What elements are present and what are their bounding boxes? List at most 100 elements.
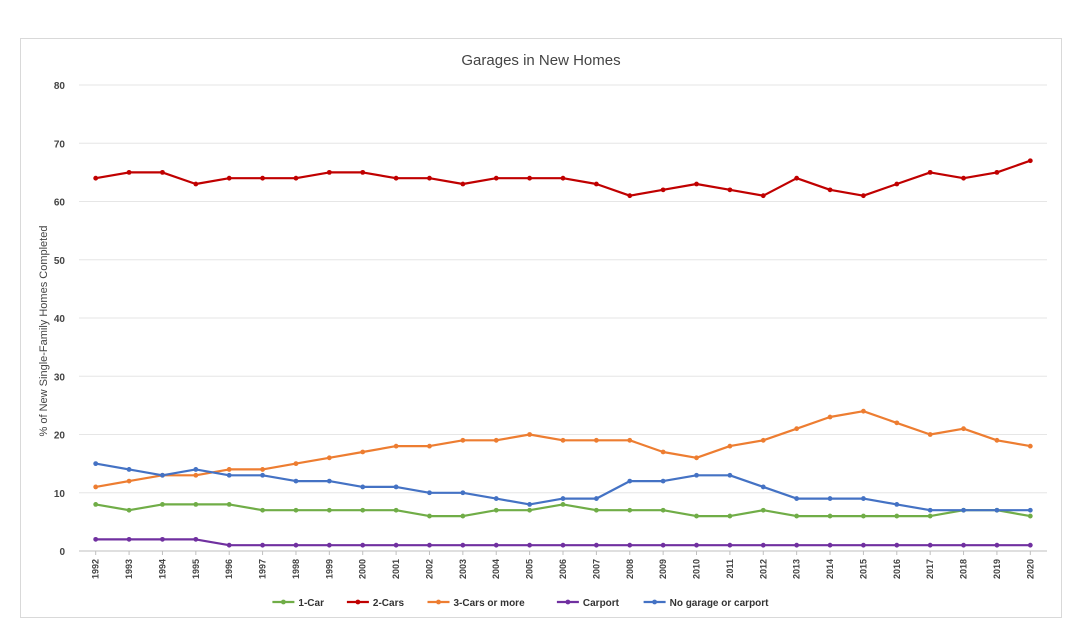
data-point	[226, 175, 232, 181]
data-point	[760, 542, 766, 548]
legend-label: No garage or carport	[670, 598, 770, 609]
data-point	[894, 542, 900, 548]
data-point	[360, 507, 366, 513]
data-point	[93, 502, 99, 507]
x-tick-label: 2012	[758, 559, 768, 579]
y-tick-label: 60	[54, 198, 66, 209]
data-point	[994, 169, 1000, 175]
x-tick-label: 2016	[892, 559, 902, 579]
legend-item: 1-Car	[272, 598, 324, 609]
data-point	[427, 490, 432, 496]
data-point	[126, 478, 132, 484]
data-point	[360, 542, 366, 548]
legend-marker	[652, 599, 657, 605]
data-point	[126, 467, 132, 472]
data-point	[760, 193, 766, 199]
data-point	[193, 502, 199, 507]
data-point	[727, 443, 733, 449]
data-point	[160, 472, 165, 478]
data-point	[660, 449, 666, 455]
data-point	[794, 513, 800, 519]
x-tick-label: 2017	[925, 559, 935, 579]
data-point	[160, 169, 165, 175]
data-point	[760, 437, 766, 443]
data-point	[293, 461, 299, 467]
data-point	[93, 536, 99, 542]
data-point	[927, 513, 933, 519]
legend-marker	[565, 599, 571, 605]
series-no-garage-or-carport	[93, 461, 1033, 513]
data-point	[427, 175, 432, 181]
data-point	[193, 472, 199, 478]
data-point	[794, 496, 800, 501]
series-carport	[93, 536, 1033, 548]
data-point	[593, 542, 599, 548]
data-point	[427, 513, 432, 519]
data-point	[293, 175, 299, 181]
data-point	[827, 496, 833, 501]
data-point	[660, 542, 666, 548]
legend-label: Carport	[583, 598, 620, 609]
data-point	[260, 472, 265, 478]
data-point	[493, 437, 499, 443]
data-point	[861, 496, 866, 501]
data-point	[427, 443, 432, 449]
data-point	[961, 542, 966, 548]
data-point	[326, 169, 332, 175]
data-point	[1027, 513, 1033, 519]
data-point	[627, 437, 633, 443]
data-point	[393, 443, 399, 449]
data-point	[460, 542, 466, 548]
data-point	[727, 187, 733, 193]
legend-item: No garage or carport	[643, 598, 770, 609]
x-tick-label: 1994	[157, 559, 167, 579]
data-point	[427, 542, 432, 548]
data-point	[894, 513, 900, 519]
y-tick-label: 10	[54, 489, 66, 500]
x-tick-label: 2018	[959, 559, 969, 579]
x-tick-label: 2015	[858, 559, 868, 579]
data-point	[861, 542, 866, 548]
data-point	[927, 542, 933, 548]
data-point	[727, 513, 733, 519]
x-tick-label: 2011	[725, 559, 735, 579]
data-point	[593, 181, 599, 187]
data-point	[126, 169, 132, 175]
data-point	[827, 187, 833, 193]
data-point	[1027, 542, 1033, 548]
data-point	[927, 432, 933, 437]
data-point	[660, 507, 666, 513]
data-point	[260, 467, 265, 472]
data-point	[694, 542, 699, 548]
x-tick-label: 2009	[658, 559, 668, 579]
data-point	[93, 175, 99, 181]
data-point	[460, 437, 466, 443]
data-point	[527, 507, 533, 513]
data-point	[794, 175, 800, 181]
data-point	[560, 502, 566, 507]
data-point	[660, 187, 666, 193]
y-tick-label: 50	[54, 256, 66, 267]
data-point	[360, 169, 366, 175]
data-point	[627, 507, 633, 513]
data-point	[326, 455, 332, 461]
x-tick-label: 1999	[324, 559, 334, 579]
data-point	[160, 502, 165, 507]
data-point	[994, 507, 1000, 513]
data-point	[1027, 158, 1033, 164]
legend-label: 3-Cars or more	[454, 598, 526, 609]
data-point	[260, 542, 265, 548]
data-point	[226, 467, 232, 472]
data-point	[193, 467, 199, 472]
data-point	[994, 437, 1000, 443]
data-point	[861, 513, 866, 519]
data-point	[827, 414, 833, 420]
data-point	[226, 542, 232, 548]
data-point	[927, 507, 933, 513]
y-tick-label: 40	[54, 314, 66, 325]
data-point	[326, 542, 332, 548]
x-tick-label: 2014	[825, 559, 835, 579]
line-chart: Garages in New Homes 0 10 20 30 40 50 60 70 80 1…	[38, 52, 1047, 609]
data-point	[1027, 443, 1033, 449]
data-point	[927, 169, 933, 175]
